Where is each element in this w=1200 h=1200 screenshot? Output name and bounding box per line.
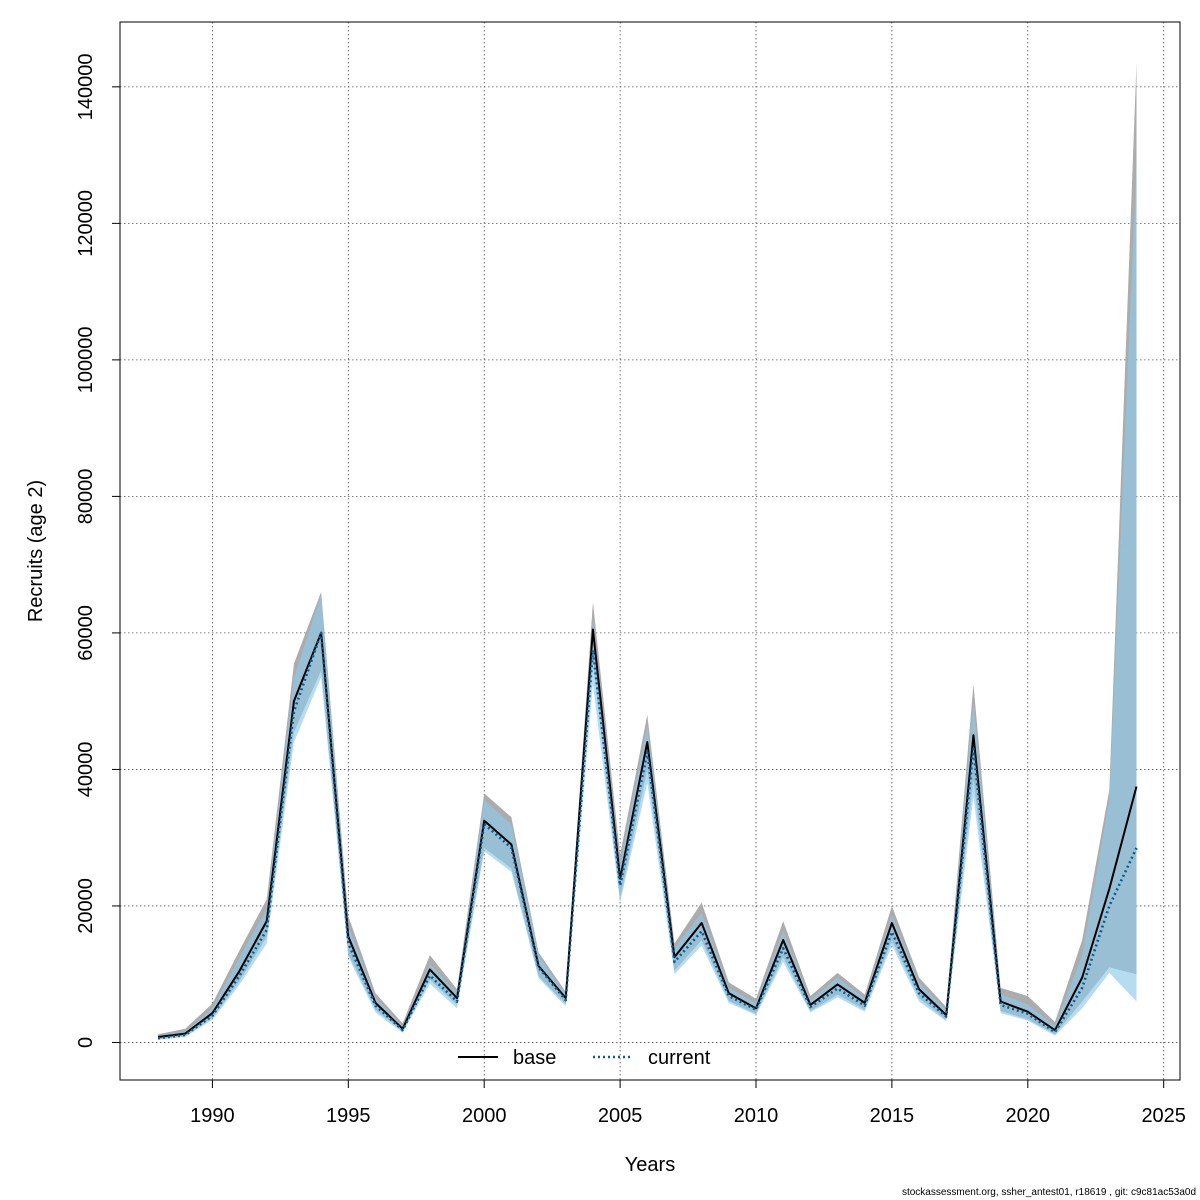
legend: base current: [458, 1047, 711, 1069]
y-tick-label: 80000: [75, 469, 97, 525]
x-axis: 1990 1995 2000 2005 2010 2015 2020 2025: [190, 1079, 1186, 1127]
grid: [120, 22, 1180, 1080]
footer-note: stockassessment.org, ssher_antest01, r18…: [901, 1187, 1196, 1198]
legend-label-current: current: [648, 1047, 711, 1069]
series-lines: [157, 628, 1138, 1040]
x-tick-label: 2015: [870, 1105, 915, 1127]
y-axis-label: Recruits (age 2): [25, 480, 47, 622]
x-tick-label: 2010: [734, 1105, 779, 1127]
y-tick-label: 40000: [75, 742, 97, 798]
x-tick-label: 1995: [326, 1105, 371, 1127]
y-axis: 0 20000 40000 60000 80000 100000 120000 140000: [75, 53, 121, 1048]
x-tick-label: 2025: [1141, 1105, 1186, 1127]
confidence-band-current: [158, 165, 1137, 1040]
x-tick-label: 1990: [190, 1105, 235, 1127]
plot-frame: [119, 21, 1181, 1081]
y-tick-label: 140000: [75, 53, 97, 120]
y-tick-label: 120000: [75, 190, 97, 257]
x-tick-label: 2005: [598, 1105, 643, 1127]
legend-label-base: base: [513, 1047, 556, 1069]
x-axis-label: Years: [625, 1154, 675, 1176]
series-line-current: [157, 631, 1138, 1040]
x-tick-label: 2000: [462, 1105, 507, 1127]
x-tick-label: 2020: [1006, 1105, 1051, 1127]
y-tick-label: 20000: [75, 878, 97, 934]
y-tick-label: 60000: [75, 605, 97, 661]
y-tick-label: 100000: [75, 327, 97, 394]
y-tick-label: 0: [75, 1037, 97, 1048]
